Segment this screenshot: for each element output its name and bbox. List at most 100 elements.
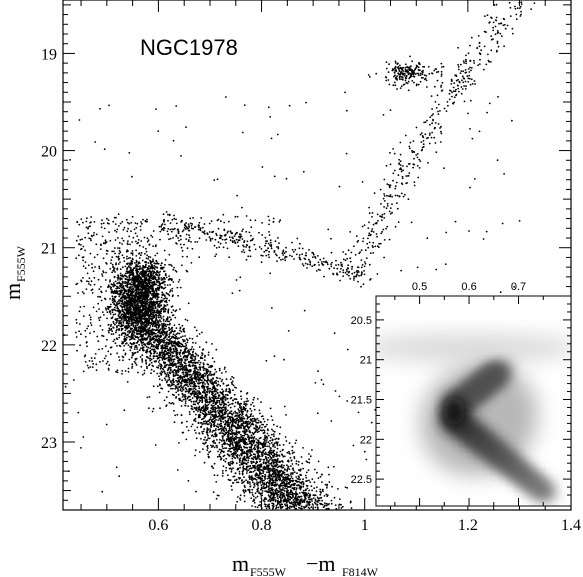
star-point bbox=[315, 490, 318, 493]
star-point bbox=[186, 356, 189, 359]
star-point bbox=[235, 438, 237, 440]
star-point bbox=[156, 324, 159, 327]
star-point bbox=[216, 446, 219, 449]
star-point bbox=[246, 429, 248, 431]
star-point bbox=[215, 397, 218, 400]
star-point bbox=[159, 320, 162, 323]
star-point bbox=[201, 354, 203, 357]
star-point bbox=[295, 505, 298, 507]
star-point bbox=[165, 404, 168, 407]
star-point bbox=[198, 451, 201, 453]
star-point bbox=[228, 464, 231, 466]
star-point bbox=[259, 463, 262, 466]
star-point bbox=[225, 429, 228, 432]
star-point bbox=[209, 421, 211, 424]
star-point bbox=[196, 375, 199, 378]
star-point bbox=[253, 499, 256, 502]
star-point bbox=[210, 374, 213, 377]
star-point bbox=[268, 488, 270, 491]
star-point bbox=[295, 488, 298, 491]
star-point bbox=[307, 492, 310, 495]
star-point bbox=[181, 324, 184, 327]
star-point bbox=[270, 449, 273, 452]
star-point bbox=[153, 268, 156, 270]
star-point bbox=[175, 365, 178, 368]
star-point bbox=[212, 445, 214, 448]
star-point bbox=[198, 359, 200, 362]
star-point bbox=[163, 366, 166, 368]
star-point bbox=[262, 499, 265, 502]
star-point bbox=[137, 371, 139, 374]
star-point bbox=[202, 362, 205, 365]
star-point bbox=[224, 447, 226, 449]
star-point bbox=[148, 341, 151, 344]
star-point bbox=[333, 496, 336, 499]
star-point bbox=[266, 423, 268, 426]
star-point bbox=[232, 389, 234, 392]
star-point bbox=[238, 458, 241, 460]
star-point bbox=[148, 396, 151, 398]
star-point bbox=[188, 353, 191, 355]
star-point bbox=[288, 502, 291, 504]
star-point bbox=[269, 496, 272, 499]
star-point bbox=[172, 342, 175, 345]
star-point bbox=[190, 356, 193, 358]
star-point bbox=[148, 277, 151, 280]
star-point bbox=[227, 478, 230, 481]
star-point bbox=[203, 409, 206, 411]
star-point bbox=[245, 430, 248, 433]
star-point bbox=[260, 401, 262, 403]
star-point bbox=[265, 441, 268, 443]
star-point bbox=[238, 416, 241, 419]
star-point bbox=[271, 419, 274, 421]
star-point bbox=[248, 437, 251, 439]
star-point bbox=[249, 467, 252, 470]
star-point bbox=[252, 423, 255, 426]
star-point bbox=[154, 340, 156, 342]
star-point bbox=[184, 395, 187, 398]
star-point bbox=[179, 327, 182, 330]
star-point bbox=[251, 494, 254, 496]
star-point bbox=[198, 405, 201, 408]
star-point bbox=[297, 469, 300, 471]
star-point bbox=[222, 390, 225, 393]
star-point bbox=[314, 499, 317, 502]
star-point bbox=[300, 499, 303, 502]
star-point bbox=[290, 472, 292, 474]
star-point bbox=[282, 455, 285, 458]
star-point bbox=[243, 484, 246, 487]
star-point bbox=[309, 498, 311, 501]
star-point bbox=[290, 474, 292, 476]
star-point bbox=[183, 355, 186, 357]
star-point bbox=[333, 465, 335, 468]
star-point bbox=[260, 469, 262, 471]
star-point bbox=[213, 407, 215, 409]
star-point bbox=[184, 402, 187, 404]
star-point bbox=[307, 496, 310, 498]
star-point bbox=[227, 415, 229, 417]
star-point bbox=[256, 449, 259, 451]
star-point bbox=[310, 506, 313, 509]
star-point bbox=[227, 390, 230, 393]
star-point bbox=[299, 507, 302, 510]
star-point bbox=[273, 444, 275, 447]
star-point bbox=[265, 486, 268, 489]
star-point bbox=[257, 453, 260, 456]
star-point bbox=[295, 493, 298, 496]
star-point bbox=[168, 359, 171, 362]
star-point bbox=[186, 371, 188, 374]
star-point bbox=[229, 437, 232, 440]
star-point bbox=[279, 450, 282, 453]
star-point bbox=[211, 414, 214, 416]
star-point bbox=[166, 338, 169, 341]
star-point bbox=[215, 419, 217, 421]
star-point bbox=[313, 481, 316, 484]
star-point bbox=[270, 488, 273, 491]
star-point bbox=[245, 479, 248, 482]
star-point bbox=[258, 491, 260, 493]
star-point bbox=[271, 487, 274, 489]
star-point bbox=[296, 484, 298, 487]
star-point bbox=[175, 342, 178, 345]
star-point bbox=[176, 286, 179, 289]
star-point bbox=[274, 493, 276, 495]
